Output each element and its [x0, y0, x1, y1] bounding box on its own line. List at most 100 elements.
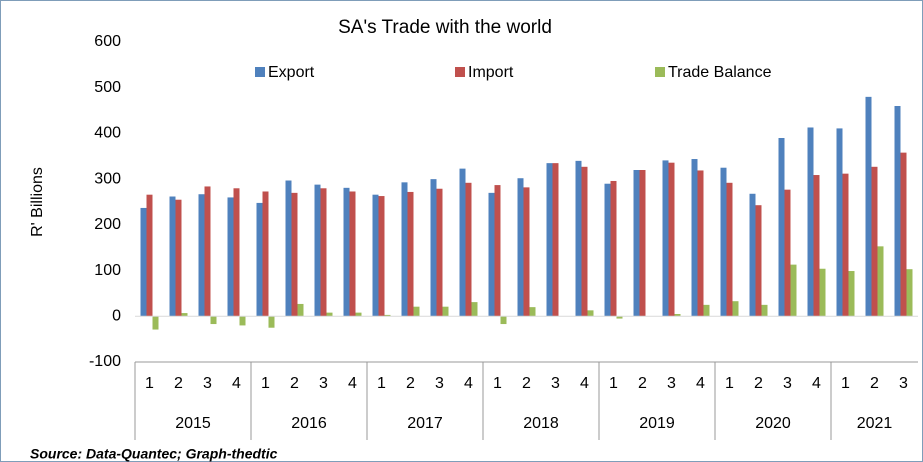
bar [349, 191, 356, 317]
bar [262, 191, 269, 317]
bar [581, 166, 588, 317]
bar [291, 192, 298, 317]
bar [471, 302, 478, 317]
bar [784, 189, 791, 317]
y-tick-label: 300 [94, 170, 121, 187]
x-tick-label: 4 [696, 375, 705, 392]
bar [697, 170, 704, 317]
x-tick-label: 1 [841, 375, 850, 392]
bar [552, 163, 559, 317]
x-group-label: 2021 [857, 415, 893, 432]
x-tick-label: 4 [348, 375, 357, 392]
x-tick-label: 1 [609, 375, 618, 392]
y-tick-label: 200 [94, 216, 121, 233]
bar [285, 180, 292, 317]
bar [297, 303, 304, 317]
bar [674, 314, 681, 317]
legend-label: Export [268, 64, 315, 81]
bar [268, 316, 275, 328]
bar [842, 173, 849, 317]
bar [239, 316, 246, 326]
bar [691, 159, 698, 317]
bar [906, 269, 913, 317]
x-tick-label: 4 [232, 375, 241, 392]
bar [871, 166, 878, 317]
bar [616, 316, 623, 319]
bar [761, 304, 768, 317]
x-tick-label: 4 [580, 375, 589, 392]
x-tick-label: 2 [870, 375, 879, 392]
bar [790, 264, 797, 317]
x-tick-label: 3 [551, 375, 560, 392]
legend-label: Trade Balance [668, 64, 772, 81]
bar [465, 182, 472, 317]
bar [639, 170, 646, 317]
bar [517, 178, 524, 317]
bar [894, 106, 901, 317]
x-tick-label: 3 [899, 375, 908, 392]
bar [668, 162, 675, 317]
x-group-label: 2019 [639, 415, 675, 432]
x-tick-label: 3 [667, 375, 676, 392]
bar [413, 306, 420, 317]
legend-swatch [255, 67, 265, 77]
bar [836, 128, 843, 317]
bar [198, 194, 205, 317]
bar [204, 186, 211, 317]
legend-swatch [655, 67, 665, 77]
bar [523, 187, 530, 317]
x-tick-label: 2 [638, 375, 647, 392]
bar [610, 180, 617, 317]
bar [633, 170, 640, 317]
x-tick-label: 3 [435, 375, 444, 392]
bar [372, 194, 379, 317]
bar [749, 193, 756, 317]
legend-label: Import [468, 64, 514, 81]
x-tick-label: 3 [203, 375, 212, 392]
bar [169, 196, 176, 317]
bar [320, 188, 327, 317]
x-tick-label: 2 [522, 375, 531, 392]
x-tick-label: 1 [145, 375, 154, 392]
bar [401, 182, 408, 317]
x-group-label: 2016 [291, 415, 327, 432]
x-tick-label: 1 [725, 375, 734, 392]
bar [152, 316, 159, 330]
x-tick-label: 1 [493, 375, 502, 392]
bar [326, 312, 333, 317]
bar [233, 188, 240, 317]
x-tick-label: 4 [812, 375, 821, 392]
bar [442, 306, 449, 317]
bar [807, 127, 814, 317]
bar [865, 96, 872, 317]
source: Source: Data-Quantec; Graph-thedtic [30, 446, 278, 462]
bar [430, 179, 437, 317]
bar [720, 167, 727, 317]
x-tick-label: 2 [174, 375, 183, 392]
y-tick-label: 600 [94, 33, 121, 50]
bar [703, 304, 710, 317]
bar [732, 301, 739, 317]
x-tick-label: 2 [754, 375, 763, 392]
bar [819, 268, 826, 317]
bar [726, 182, 733, 317]
x-group-label: 2015 [175, 415, 211, 432]
bar [378, 196, 385, 317]
y-tick-label: 100 [94, 262, 121, 279]
y-tick-label: 500 [94, 79, 121, 96]
bar [436, 188, 443, 317]
x-group-label: 2020 [755, 415, 791, 432]
bar [587, 310, 594, 317]
x-tick-label: 3 [783, 375, 792, 392]
x-tick-label: 4 [464, 375, 473, 392]
bar [604, 183, 611, 317]
bar [813, 175, 820, 317]
bar [175, 199, 182, 317]
bar [877, 246, 884, 317]
x-tick-label: 1 [261, 375, 270, 392]
y-tick-label: 400 [94, 125, 121, 142]
bar [494, 185, 501, 317]
bar [778, 138, 785, 317]
bar [459, 168, 466, 317]
bar [546, 163, 553, 317]
